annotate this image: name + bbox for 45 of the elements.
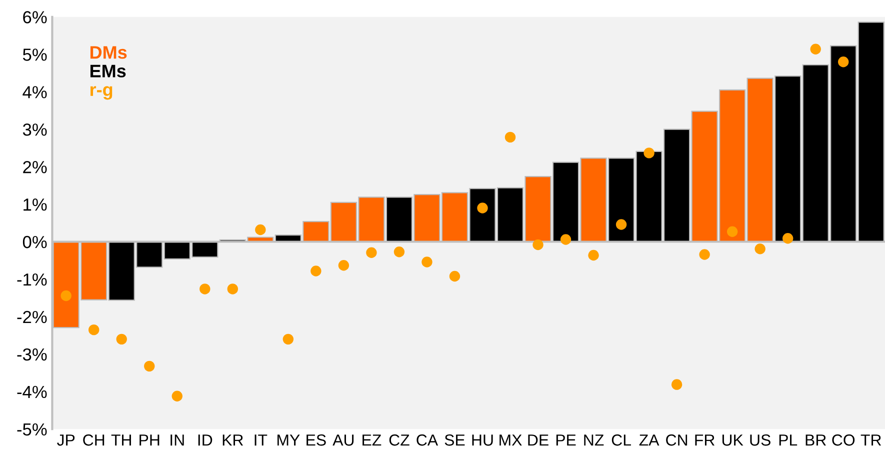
text: DMs bbox=[90, 46, 127, 59]
x-tick-label: IN bbox=[170, 434, 184, 446]
x-tick-label: CH bbox=[83, 434, 104, 446]
y-tick-label: 6% bbox=[23, 11, 47, 24]
y-tick-label: -3% bbox=[17, 348, 47, 361]
text: EMs bbox=[90, 64, 126, 78]
x-tick-label: EZ bbox=[362, 434, 382, 446]
text: r-g bbox=[90, 86, 112, 100]
x-tick-label: SE bbox=[444, 434, 465, 446]
x-tick-label: NZ bbox=[584, 434, 604, 446]
x-tick-label: CZ bbox=[389, 434, 410, 446]
x-tick-label: ID bbox=[198, 434, 212, 446]
x-tick-label: ES bbox=[306, 434, 326, 446]
x-tick-label: AU bbox=[332, 434, 354, 446]
y-tick-label: 2% bbox=[23, 160, 47, 174]
x-tick-label: KR bbox=[222, 434, 244, 446]
x-tick-label: DE bbox=[528, 434, 548, 446]
y-tick-label: -2% bbox=[17, 310, 47, 324]
x-tick-label: HU bbox=[472, 434, 493, 446]
x-tick-label: TR bbox=[860, 434, 882, 446]
x-tick-label: MX bbox=[500, 434, 522, 446]
x-tick-label: JP bbox=[57, 434, 75, 446]
x-tick-label: US bbox=[750, 434, 770, 446]
x-tick-label: PL bbox=[779, 434, 798, 446]
x-tick-label: TH bbox=[111, 434, 131, 446]
x-tick-label: BR bbox=[806, 434, 826, 446]
x-tick-label: CN bbox=[666, 434, 688, 446]
x-tick-label: MY bbox=[278, 434, 300, 446]
y-tick-label: 4% bbox=[22, 86, 47, 98]
y-tick-label: -1% bbox=[17, 273, 47, 286]
x-tick-label: PH bbox=[140, 434, 160, 446]
x-tick-label: PE bbox=[556, 434, 576, 446]
x-tick-label: CA bbox=[416, 434, 438, 446]
y-tick-label: 5% bbox=[22, 48, 47, 61]
y-tick-label: -4% bbox=[17, 386, 47, 398]
x-tick-label: CO bbox=[832, 434, 855, 446]
x-tick-label: FR bbox=[695, 434, 714, 446]
x-tick-label: IT bbox=[254, 434, 268, 446]
x-tick-label: CL bbox=[612, 434, 631, 446]
x-tick-label: ZA bbox=[639, 434, 660, 446]
y-tick-label: 0% bbox=[22, 236, 47, 248]
y-tick-label: 3% bbox=[22, 124, 47, 136]
y-tick-label: 1% bbox=[24, 198, 47, 211]
x-tick-label: UK bbox=[722, 434, 744, 446]
y-tick-label: -5% bbox=[17, 423, 47, 436]
